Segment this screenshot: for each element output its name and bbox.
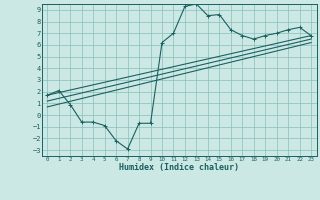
X-axis label: Humidex (Indice chaleur): Humidex (Indice chaleur)	[119, 163, 239, 172]
